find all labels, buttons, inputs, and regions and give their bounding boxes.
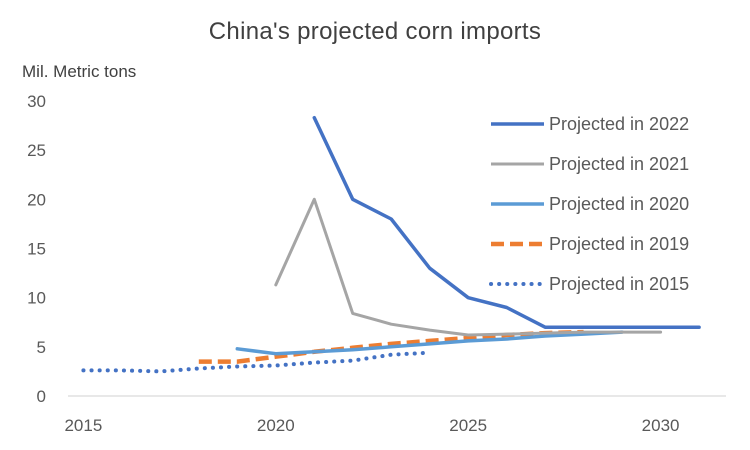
legend-label: Projected in 2015 [549,274,689,294]
y-tick-label: 10 [27,289,46,308]
legend-label: Projected in 2020 [549,194,689,214]
y-tick-label: 0 [37,387,46,406]
legend-label: Projected in 2021 [549,154,689,174]
series-line-projected-in-2022 [312,115,701,329]
y-tick-label: 5 [37,338,46,357]
x-tick-label: 2015 [64,416,102,435]
y-tick-label: 25 [27,141,46,160]
chart-title: China's projected corn imports [208,18,542,45]
x-tick-label: 2020 [257,416,295,435]
x-tick-label: 2030 [642,416,680,435]
y-tick-label: 15 [27,240,46,259]
x-tick-label: 2025 [449,416,487,435]
series-line-projected-in-2015 [81,350,432,374]
legend-label: Projected in 2019 [549,234,689,254]
series-line-projected-in-2021 [274,197,663,337]
series-line-projected-in-2020 [235,330,624,356]
y-tick-label: 20 [27,190,46,209]
y-tick-label: 30 [27,92,46,111]
y-axis-label: Mil. Metric tons [22,62,137,81]
legend-label: Projected in 2022 [549,114,689,134]
series-line-projected-in-2019 [198,329,584,364]
